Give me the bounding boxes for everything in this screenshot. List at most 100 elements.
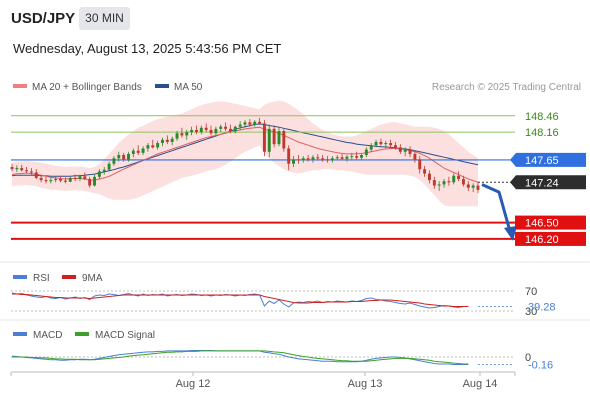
candle-body [161, 139, 164, 144]
candle-body [461, 179, 465, 185]
candle-body [267, 128, 271, 152]
candle-body [224, 126, 228, 129]
support-label: 146.20 [525, 234, 559, 246]
candle-body [466, 184, 470, 188]
candle-body [360, 155, 363, 158]
candle-body [49, 180, 53, 182]
forecast-arrow [481, 183, 517, 241]
price-level-labels: 148.46 148.16 147.65 147.24 146.50 146.20 [510, 111, 586, 246]
candle-body [272, 128, 276, 145]
candle-body [190, 129, 194, 133]
candle-body [369, 145, 373, 150]
candle-body [68, 177, 72, 182]
candle-body [88, 179, 92, 186]
macd-last-value: -0.16 [528, 359, 553, 371]
candle-body [102, 169, 106, 172]
candle-body [330, 158, 334, 161]
candle-body [175, 133, 179, 139]
ma50-line [11, 123, 479, 177]
candle-body [423, 169, 427, 174]
datetime-label: Wednesday, August 13, 2025 5:43:56 PM CE… [13, 41, 282, 56]
legend-ma20-label: MA 20 + Bollinger Bands [32, 82, 142, 93]
moving-averages [11, 123, 479, 183]
macd-series-line [11, 350, 469, 365]
bollinger-band-area [12, 100, 478, 207]
rsi-tick-label: 70 [525, 286, 537, 298]
candle-body [34, 172, 38, 178]
candle-body [335, 157, 339, 159]
candle-body [350, 156, 354, 158]
candle-body [355, 156, 359, 158]
candle-body [63, 180, 67, 182]
candle-body [398, 147, 402, 152]
candle-body [146, 145, 150, 149]
rsi-ma-legend-label: 9MA [82, 273, 103, 284]
macd-legend-label: MACD [33, 330, 62, 341]
candle-body [219, 126, 223, 129]
resistance-label: 148.46 [525, 111, 559, 123]
rsi-last-value: 39.28 [528, 301, 556, 313]
legend-ma20-swatch [13, 84, 27, 88]
candle-body [54, 179, 58, 181]
candle-body [127, 153, 130, 160]
pivot-label: 147.65 [525, 155, 559, 167]
candle-body [432, 180, 436, 186]
candle-body [59, 179, 62, 181]
candle-body [185, 132, 189, 136]
candle-body [151, 145, 155, 148]
candle-body [282, 131, 286, 149]
candle-body [117, 155, 121, 159]
forecast-arrow-line [481, 183, 513, 236]
candlesticks [10, 117, 480, 194]
candle-body [243, 122, 247, 125]
candle-body [452, 175, 456, 183]
candle-body [248, 122, 252, 125]
candle-body [107, 163, 111, 170]
candle-body [20, 168, 24, 171]
candle-body [374, 141, 378, 146]
x-tick-label: Aug 13 [348, 378, 383, 390]
support-tag [515, 231, 586, 246]
macd-signal-legend-swatch [75, 332, 89, 336]
candle-body [141, 148, 145, 153]
candle-body [408, 149, 412, 154]
last-price-label: 147.24 [525, 177, 559, 189]
rsi-series-line [12, 293, 469, 307]
candle-body [122, 155, 126, 160]
candle-body [301, 158, 305, 161]
rsi-legend-swatch [13, 275, 27, 279]
x-tick-label: Aug 14 [463, 378, 498, 390]
forecast-arrow-head [504, 225, 517, 241]
x-axis-labels: Aug 12 Aug 13 Aug 14 [10, 372, 516, 390]
candle-body [262, 123, 266, 152]
candle-body [311, 157, 315, 160]
candle-body [195, 129, 198, 133]
macd-legend-swatch [13, 332, 27, 336]
legend-ma50-label: MA 50 [174, 82, 203, 93]
candle-body [394, 145, 397, 148]
candle-body [165, 139, 169, 142]
candle-body [29, 171, 33, 173]
candle-body [228, 128, 232, 132]
candle-body [73, 177, 77, 179]
rsi-tick-label: 30 [525, 306, 537, 318]
candle-body [379, 141, 383, 145]
candle-body [316, 157, 320, 159]
candle-body [447, 181, 451, 183]
ma20-line [11, 126, 479, 183]
candle-body [25, 170, 29, 172]
timeframe-button[interactable]: 30 MIN [79, 7, 130, 30]
candle-body [209, 129, 213, 134]
source-label: Research © 2025 Trading Central [432, 82, 581, 93]
support-label: 146.50 [525, 218, 559, 230]
candle-body [345, 156, 349, 159]
candle-body [389, 143, 393, 146]
price-levels [11, 115, 515, 240]
candle-body [428, 173, 431, 181]
candle-body [442, 181, 446, 185]
macd-series-line [12, 350, 469, 365]
candle-body [340, 157, 344, 159]
macd-tick-label: 0 [525, 352, 531, 364]
